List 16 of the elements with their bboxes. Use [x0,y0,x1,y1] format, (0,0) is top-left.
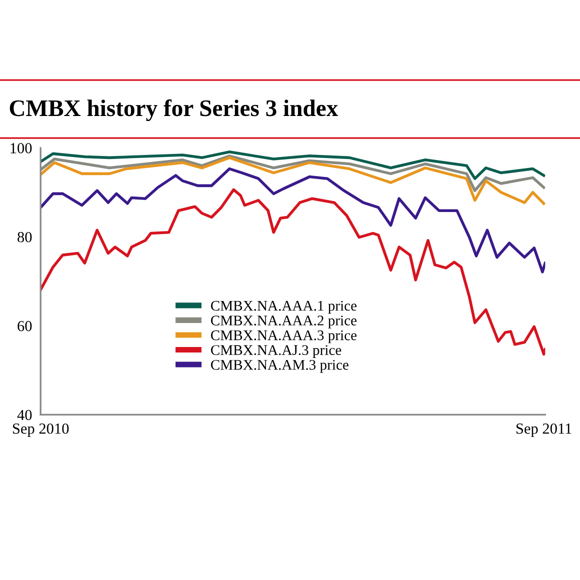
line-series [40,167,546,274]
legend-label: CMBX.NA.AJ.3 price [210,345,342,358]
legend-label: CMBX.NA.AM.3 price [210,360,348,373]
y-tick-label: 40 [17,410,32,420]
legend-label: CMBX.NA.AAA.1 price [210,300,357,314]
x-tick-label: Sep 2011 [516,423,572,437]
line-series [40,150,546,180]
y-tick-label: 60 [18,320,32,332]
y-tick-label: 80 [18,232,32,242]
y-tick-label: 100 [10,143,32,154]
chart-title: CMBX history for Series 3 index [10,99,338,122]
x-tick-label: Sep 2010 [12,423,69,437]
line-series [40,156,546,205]
line-series [40,188,546,356]
legend-label: CMBX.NA.AAA.3 price [210,330,357,344]
legend-label: CMBX.NA.AAA.2 price [210,316,357,328]
